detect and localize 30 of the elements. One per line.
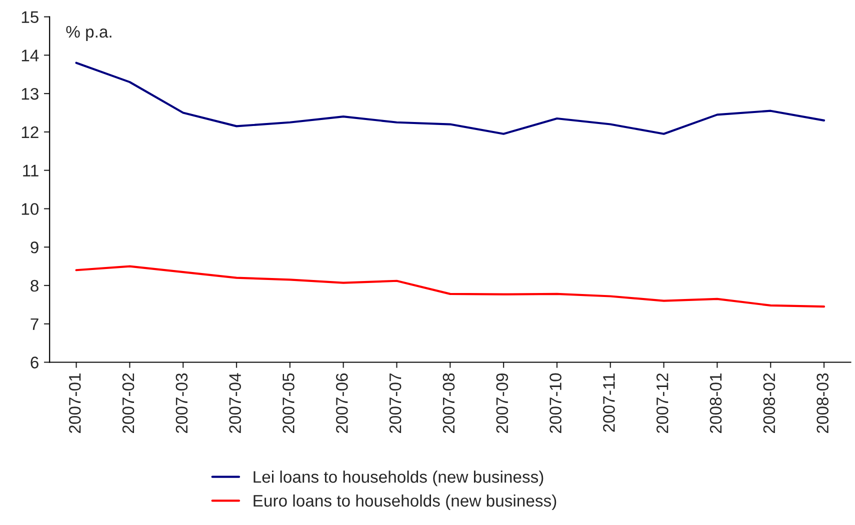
x-tick-label: 2007-09 [496, 373, 508, 433]
x-tick-label: 2007-02 [122, 373, 134, 433]
y-axis-title: % p.a. [66, 26, 112, 41]
y-tick-label: 14 [22, 50, 39, 62]
y-tick-label: 12 [22, 126, 38, 138]
line-series [75, 265, 826, 308]
x-tick-label: 2007-08 [442, 373, 455, 433]
y-tick-label: 11 [23, 164, 38, 176]
y-tick-label: 8 [30, 280, 38, 292]
y-tick-label: 15 [22, 11, 38, 24]
x-tick-label: 2007-01 [68, 373, 81, 433]
x-tick-label: 2007-12 [656, 373, 668, 433]
x-tick-label: 2008-02 [763, 373, 776, 433]
x-tick-label: 2008-01 [710, 373, 722, 433]
x-tick-label: 2007-11 [603, 373, 615, 432]
x-tick-label: 2008-03 [816, 373, 828, 433]
y-tick-label: 13 [22, 88, 38, 100]
x-tick-label: 2007-06 [336, 373, 348, 433]
y-tick-label: 6 [30, 356, 38, 368]
y-tick-label: 10 [22, 203, 39, 215]
legend-label: Lei loans to households (new business) [254, 470, 544, 486]
y-tick-label: 7 [30, 318, 38, 330]
x-tick-label: 2007-04 [229, 373, 241, 433]
x-tick-label: 2007-03 [176, 373, 188, 433]
x-tick-label: 2007-05 [282, 373, 294, 433]
line-series [75, 62, 826, 135]
x-tick-label: 2007-10 [550, 373, 562, 433]
x-tick-label: 2007-07 [389, 373, 402, 433]
legend-label: Euro loans to households (new business) [254, 494, 556, 510]
y-tick-label: 9 [30, 242, 38, 254]
